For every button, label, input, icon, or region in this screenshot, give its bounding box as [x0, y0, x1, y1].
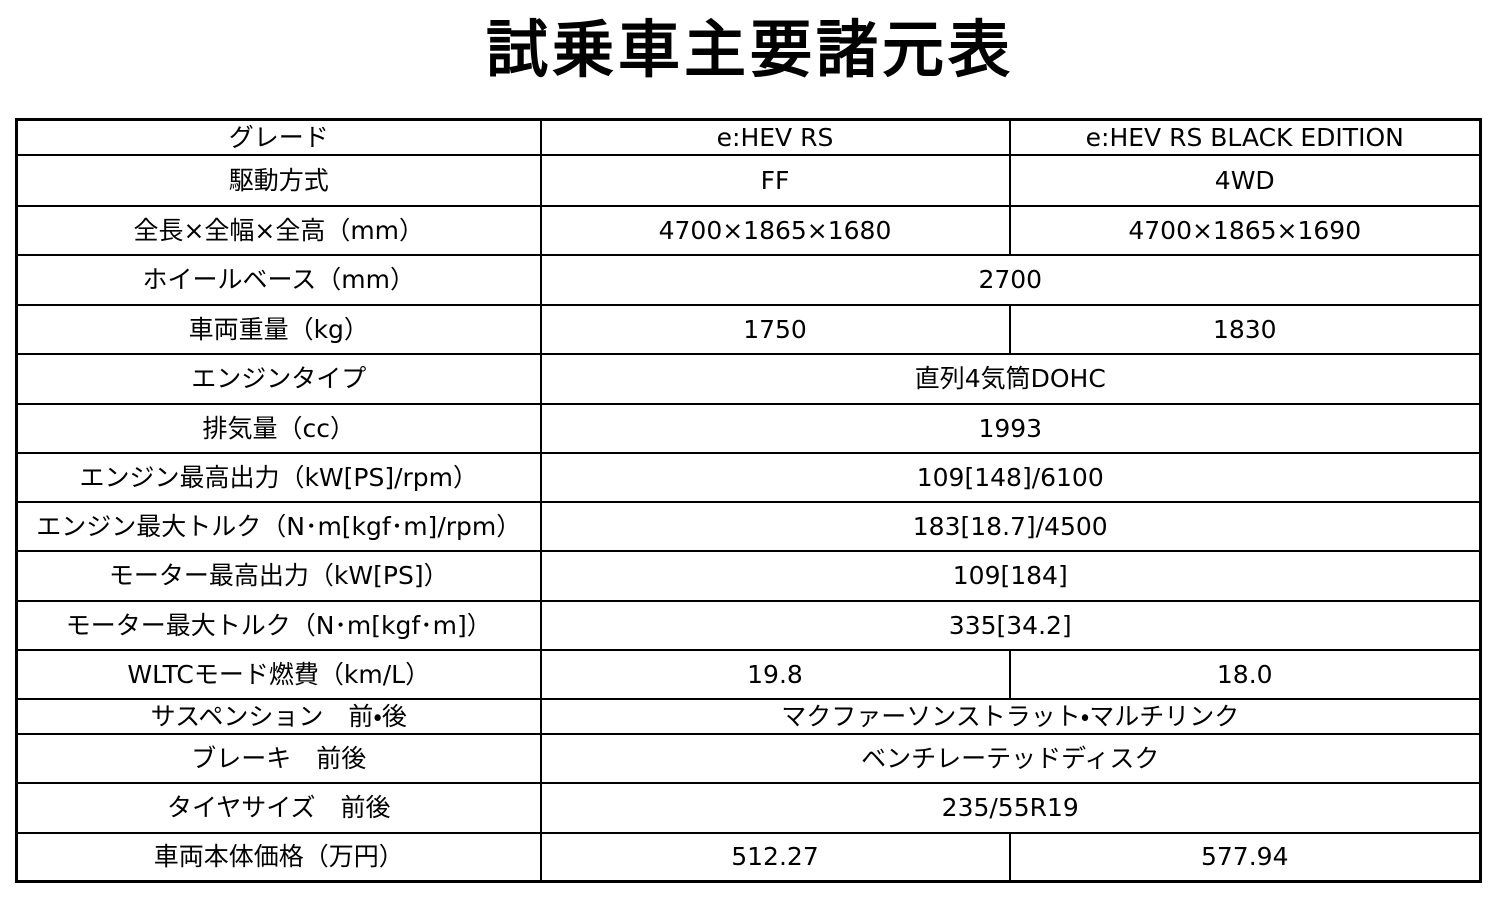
row-label: ブレーキ 前後: [15, 732, 542, 784]
row-label: タイヤサイズ 前後: [15, 781, 542, 834]
table-row: タイヤサイズ 前後 235/55R19: [15, 781, 1482, 834]
row-label: ホイールベース（mm）: [15, 253, 542, 306]
row-label: モーター最大トルク（N･m[kgf･m]）: [15, 599, 542, 651]
table-row: ブレーキ 前後 ベンチレーテッドディスク: [15, 732, 1482, 784]
table-row: エンジン最高出力（kW[PS]/rpm） 109[148]/6100: [15, 451, 1482, 503]
table-row: 駆動方式 FF 4WD: [15, 153, 1482, 207]
row-label: WLTCモード燃費（km/L）: [15, 648, 542, 700]
table-row: ホイールベース（mm） 2700: [15, 253, 1482, 306]
table-row: 車両重量（kg） 1750 1830: [15, 303, 1482, 355]
cell-value: 4WD: [1008, 153, 1482, 207]
cell-value: 512.27: [539, 831, 1011, 883]
table-row: 車両本体価格（万円） 512.27 577.94: [15, 831, 1482, 883]
cell-value: 235/55R19: [539, 781, 1482, 834]
cell-value: マクファーソンストラット・マルチリンク: [539, 697, 1482, 735]
cell-value: 1830: [1008, 303, 1482, 355]
cell-value: 1993: [539, 402, 1482, 454]
table-row: サスペンション 前・後 マクファーソンストラット・マルチリンク: [15, 697, 1482, 735]
cell-value: 109[148]/6100: [539, 451, 1482, 503]
row-label: 排気量（cc）: [15, 402, 542, 454]
row-label: 駆動方式: [15, 153, 542, 207]
cell-value: 18.0: [1008, 648, 1482, 700]
row-label: 車両重量（kg）: [15, 303, 542, 355]
cell-value: 2700: [539, 253, 1482, 306]
spec-table: グレード e:HEV RS e:HEV RS BLACK EDITION 駆動方式 FF…: [15, 118, 1482, 883]
row-label: サスペンション 前・後: [15, 697, 542, 735]
row-label: モーター最高出力（kW[PS]）: [15, 549, 542, 602]
table-row: WLTCモード燃費（km/L） 19.8 18.0: [15, 648, 1482, 700]
table-row: エンジンタイプ 直列4気筒DOHC: [15, 352, 1482, 405]
cell-value: 577.94: [1008, 831, 1482, 883]
row-label: エンジンタイプ: [15, 352, 542, 405]
table-row: 全長×全幅×全高（mm） 4700×1865×1680 4700×1865×1690: [15, 204, 1482, 256]
table-row: モーター最高出力（kW[PS]） 109[184]: [15, 549, 1482, 602]
row-label: 全長×全幅×全高（mm）: [15, 204, 542, 256]
row-label: 車両本体価格（万円）: [15, 831, 542, 883]
cell-value: 4700×1865×1680: [539, 204, 1011, 256]
cell-value: 19.8: [539, 648, 1011, 700]
row-label: エンジン最高出力（kW[PS]/rpm）: [15, 451, 542, 503]
page-title: 試乗車主要諸元表: [485, 13, 1014, 86]
cell-value: 109[184]: [539, 549, 1482, 602]
cell-value: e:HEV RS BLACK EDITION: [1008, 118, 1482, 156]
cell-value: e:HEV RS: [539, 118, 1011, 156]
cell-value: 183[18.7]/4500: [539, 500, 1482, 552]
table-row: エンジン最大トルク（N･m[kgf･m]/rpm） 183[18.7]/4500: [15, 500, 1482, 552]
row-label: エンジン最大トルク（N･m[kgf･m]/rpm）: [15, 500, 542, 552]
cell-value: 直列4気筒DOHC: [539, 352, 1482, 405]
row-label: グレード: [15, 118, 542, 156]
cell-value: 4700×1865×1690: [1008, 204, 1482, 256]
table-row: グレード e:HEV RS e:HEV RS BLACK EDITION: [15, 118, 1482, 156]
cell-value: ベンチレーテッドディスク: [539, 732, 1482, 784]
cell-value: 335[34.2]: [539, 599, 1482, 651]
cell-value: FF: [539, 153, 1011, 207]
table-row: 排気量（cc） 1993: [15, 402, 1482, 454]
table-row: モーター最大トルク（N･m[kgf･m]） 335[34.2]: [15, 599, 1482, 651]
cell-value: 1750: [539, 303, 1011, 355]
